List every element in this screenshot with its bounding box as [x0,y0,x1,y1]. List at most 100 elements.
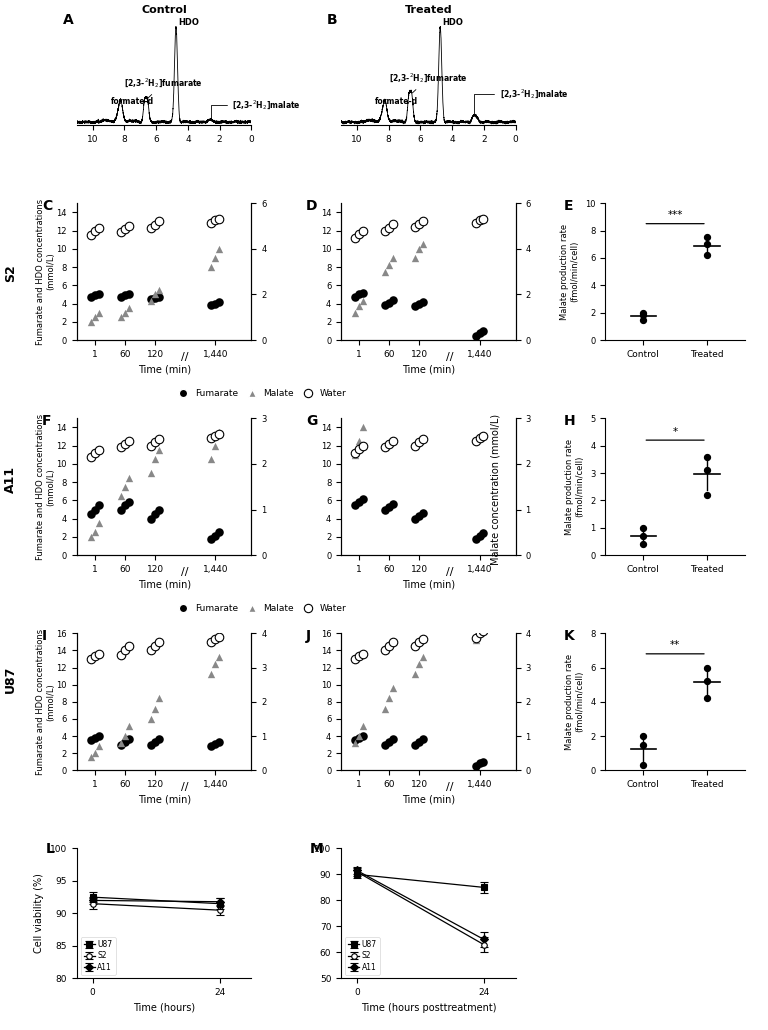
Point [153,690,165,707]
Point [119,733,131,750]
Text: [2,3-$^{2}$H$_{2}$]fumarate: [2,3-$^{2}$H$_{2}$]fumarate [389,71,468,93]
Point [119,305,131,321]
Point [637,311,650,328]
Point [84,749,97,765]
Text: S2: S2 [4,264,17,282]
Point [409,511,422,527]
Point [353,729,366,746]
Y-axis label: Malate production rate
(fmol/min/cell): Malate production rate (fmol/min/cell) [565,654,584,750]
Point [145,219,157,236]
Point [413,216,425,233]
Point [145,438,157,454]
Point [145,711,157,727]
Text: A: A [63,13,74,27]
Text: I: I [42,629,47,643]
Point [473,122,485,138]
Point [349,305,361,321]
Point [115,309,127,325]
Point [213,294,225,310]
Text: //: // [181,566,189,577]
Point [149,506,161,522]
Point [353,648,366,664]
Point [93,496,105,513]
Point [213,423,225,440]
Point [153,289,165,306]
Point [149,700,161,717]
Point [383,638,396,654]
Point [145,736,157,753]
Text: //: // [445,782,453,792]
Point [473,625,485,642]
Y-axis label: Cell viability (%): Cell viability (%) [35,873,45,954]
Point [209,735,221,752]
Point [417,649,429,665]
Text: E: E [564,199,573,213]
Point [383,436,396,452]
Point [473,324,485,341]
Point [357,646,369,662]
Point [379,222,392,239]
Point [477,115,489,132]
Point [637,736,650,753]
Point [89,729,101,746]
Point [349,496,361,513]
Point [205,530,217,547]
Point [417,337,429,353]
Point [213,524,225,541]
Point [115,487,127,504]
Point [84,528,97,545]
Point [119,287,131,304]
Point [409,365,422,381]
Point [357,438,369,454]
Point [84,506,97,522]
Point [409,249,422,266]
Point [84,289,97,306]
Point [149,434,161,450]
Point [469,350,482,367]
Text: [2,3-$^{2}$H$_{2}$]fumarate: [2,3-$^{2}$H$_{2}$]fumarate [124,76,204,98]
Point [123,731,135,748]
Point [409,736,422,753]
Point [209,631,221,648]
Point [353,298,366,314]
Point [637,519,650,536]
Point [115,647,127,663]
Point [349,651,361,667]
Title: Treated: Treated [405,5,452,14]
Point [153,431,165,447]
Point [115,225,127,241]
Point [93,219,105,236]
Point [84,448,97,465]
Point [379,642,392,658]
Legend: Fumarate, Malate, Water: Fumarate, Malate, Water [170,600,349,616]
Point [469,433,482,449]
Point [637,757,650,774]
X-axis label: Time (min): Time (min) [402,365,455,374]
Point [379,439,392,455]
Point [153,213,165,230]
Point [413,733,425,750]
Point [357,284,369,301]
Point [469,530,482,547]
Point [93,646,105,662]
X-axis label: Time (min): Time (min) [137,365,190,374]
Point [123,286,135,303]
Point [149,638,161,654]
Text: U87: U87 [4,666,17,693]
Point [84,313,97,330]
Point [383,733,396,750]
Point [89,502,101,518]
Point [205,666,217,683]
Point [413,350,425,367]
Point [123,494,135,511]
Point [119,436,131,452]
Point [205,215,217,232]
Point [637,305,650,321]
Point [413,241,425,258]
Point [637,536,650,552]
Point [477,322,489,339]
Point [209,438,221,454]
Text: K: K [564,629,574,643]
Point [93,728,105,745]
Legend: Fumarate, Malate, Water: Fumarate, Malate, Water [170,385,349,402]
